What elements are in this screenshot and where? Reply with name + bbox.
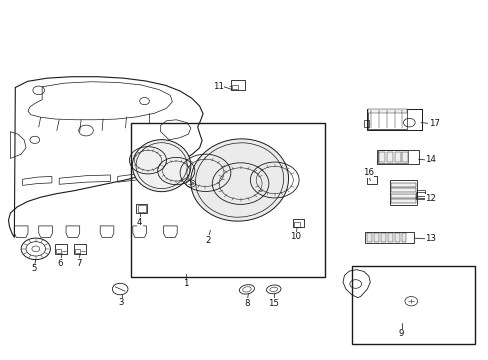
Bar	[136, 204, 147, 213]
Bar	[363, 121, 368, 127]
Text: 2: 2	[205, 236, 210, 245]
Text: 6: 6	[57, 259, 63, 268]
Bar	[366, 176, 376, 184]
Bar	[367, 109, 407, 113]
Bar	[55, 244, 67, 253]
Bar	[415, 192, 424, 199]
Text: 11: 11	[213, 82, 224, 91]
Bar	[378, 152, 384, 162]
Bar	[294, 222, 300, 226]
Text: 7: 7	[76, 259, 81, 268]
Bar	[386, 152, 392, 162]
Bar	[394, 152, 400, 162]
Bar	[401, 233, 406, 242]
Bar	[394, 233, 399, 242]
Text: 3: 3	[119, 298, 124, 307]
Bar	[376, 149, 418, 164]
Bar	[390, 194, 415, 198]
Text: 15: 15	[268, 298, 279, 307]
Bar	[390, 183, 415, 187]
Text: 1: 1	[183, 279, 188, 288]
Text: 12: 12	[424, 194, 435, 203]
Bar	[380, 233, 385, 242]
Bar	[377, 150, 407, 163]
Bar	[231, 85, 237, 89]
Bar	[390, 188, 415, 192]
Ellipse shape	[190, 139, 288, 221]
Text: 5: 5	[31, 265, 37, 274]
Bar	[367, 110, 407, 129]
Bar	[365, 232, 413, 243]
Ellipse shape	[132, 140, 190, 192]
Bar	[387, 233, 392, 242]
Bar	[293, 220, 304, 227]
Bar	[230, 80, 245, 90]
Bar	[416, 190, 424, 196]
Text: 14: 14	[424, 156, 435, 165]
Bar	[56, 249, 61, 253]
Bar	[366, 109, 421, 130]
Bar	[366, 233, 371, 242]
Text: 13: 13	[424, 234, 435, 243]
Bar	[351, 266, 474, 344]
Bar	[389, 180, 416, 205]
Bar	[131, 123, 325, 277]
Bar	[402, 152, 407, 162]
Bar	[74, 244, 85, 253]
Bar	[75, 249, 80, 253]
Bar	[373, 233, 378, 242]
Text: 4: 4	[137, 218, 142, 227]
Text: 17: 17	[428, 119, 439, 128]
Text: 8: 8	[244, 298, 249, 307]
Text: 9: 9	[398, 329, 404, 338]
Text: 10: 10	[289, 232, 301, 241]
Bar	[138, 205, 145, 212]
Bar	[390, 199, 415, 203]
Text: 16: 16	[362, 168, 373, 177]
